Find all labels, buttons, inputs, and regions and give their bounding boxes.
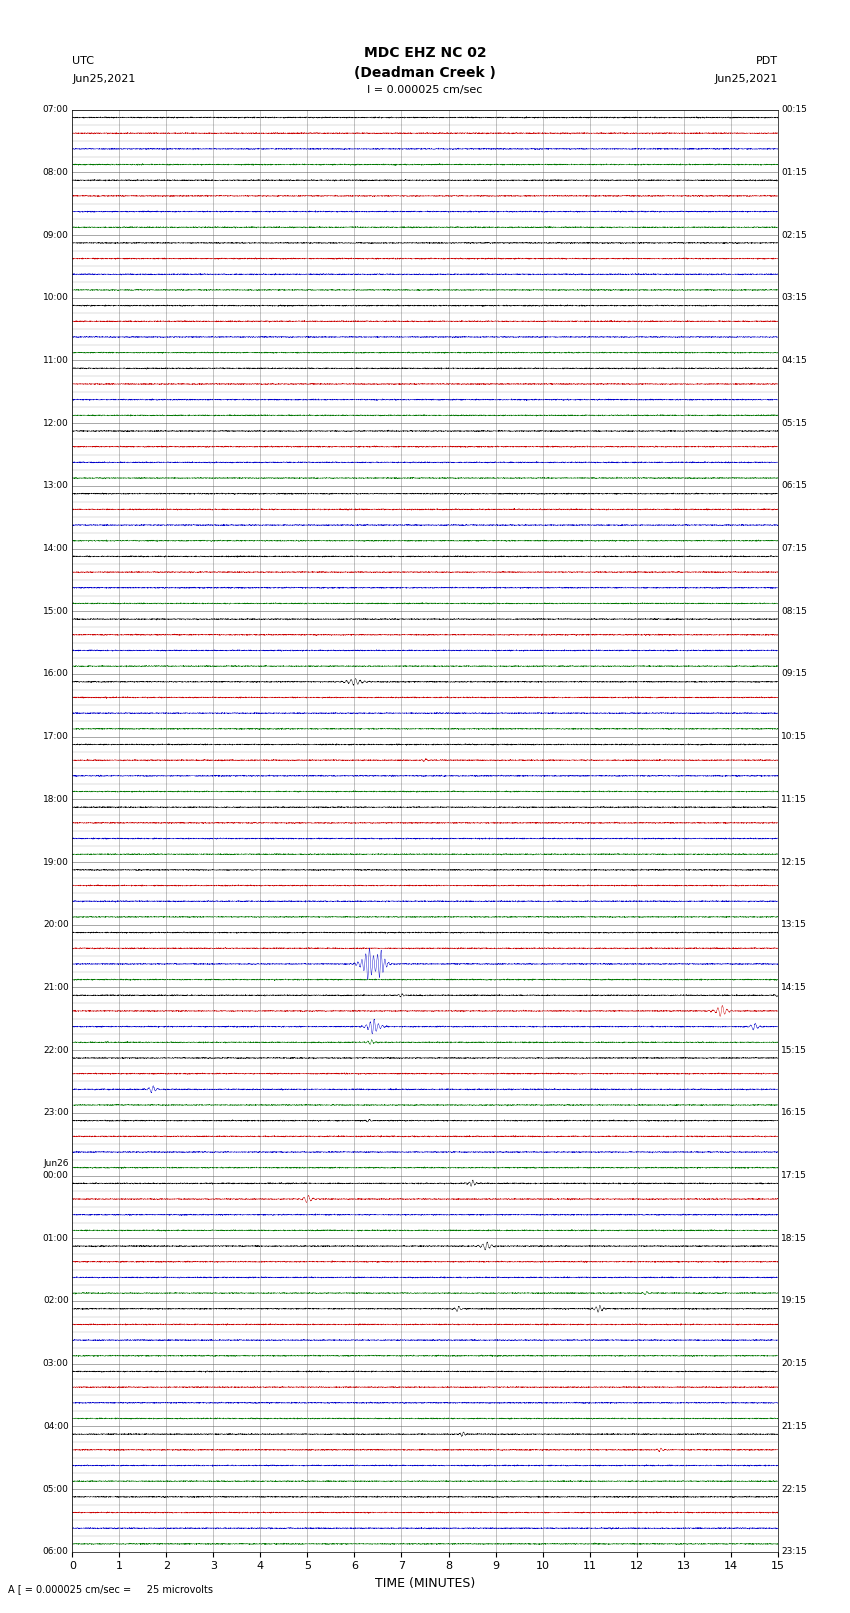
Text: 10:00: 10:00 [42,294,69,302]
Text: 06:15: 06:15 [781,481,807,490]
Text: 18:15: 18:15 [781,1234,807,1242]
Text: 12:00: 12:00 [43,419,69,427]
Text: 08:15: 08:15 [781,606,807,616]
Text: Jun25,2021: Jun25,2021 [72,74,136,84]
Text: 09:00: 09:00 [42,231,69,240]
Text: 05:00: 05:00 [42,1484,69,1494]
Text: 14:15: 14:15 [781,982,807,992]
Text: 19:00: 19:00 [42,858,69,866]
Text: 21:00: 21:00 [43,982,69,992]
Text: 12:15: 12:15 [781,858,807,866]
Text: 16:15: 16:15 [781,1108,807,1118]
Text: I = 0.000025 cm/sec: I = 0.000025 cm/sec [367,85,483,95]
Text: 16:00: 16:00 [42,669,69,679]
Text: 01:15: 01:15 [781,168,807,177]
Text: 15:15: 15:15 [781,1045,807,1055]
Text: 23:15: 23:15 [781,1547,807,1557]
Text: 03:15: 03:15 [781,294,807,302]
Text: 11:00: 11:00 [42,356,69,365]
Text: Jun25,2021: Jun25,2021 [714,74,778,84]
Text: 05:15: 05:15 [781,419,807,427]
X-axis label: TIME (MINUTES): TIME (MINUTES) [375,1578,475,1590]
Text: 08:00: 08:00 [42,168,69,177]
Text: 20:00: 20:00 [43,921,69,929]
Text: 06:00: 06:00 [42,1547,69,1557]
Text: 00:15: 00:15 [781,105,807,115]
Text: 04:00: 04:00 [43,1421,69,1431]
Text: 14:00: 14:00 [43,544,69,553]
Text: 17:15: 17:15 [781,1171,807,1181]
Text: 20:15: 20:15 [781,1360,807,1368]
Text: 13:00: 13:00 [42,481,69,490]
Text: 04:15: 04:15 [781,356,807,365]
Text: 09:15: 09:15 [781,669,807,679]
Text: 19:15: 19:15 [781,1297,807,1305]
Text: 13:15: 13:15 [781,921,807,929]
Text: (Deadman Creek ): (Deadman Creek ) [354,66,496,79]
Text: 15:00: 15:00 [42,606,69,616]
Text: 21:15: 21:15 [781,1421,807,1431]
Text: 22:15: 22:15 [781,1484,807,1494]
Text: 22:00: 22:00 [43,1045,69,1055]
Text: UTC: UTC [72,56,94,66]
Text: 23:00: 23:00 [43,1108,69,1118]
Text: 11:15: 11:15 [781,795,807,803]
Text: 17:00: 17:00 [42,732,69,740]
Text: 02:00: 02:00 [43,1297,69,1305]
Text: 07:00: 07:00 [42,105,69,115]
Text: A [ = 0.000025 cm/sec =     25 microvolts: A [ = 0.000025 cm/sec = 25 microvolts [8,1584,213,1594]
Text: 03:00: 03:00 [42,1360,69,1368]
Text: 02:15: 02:15 [781,231,807,240]
Text: PDT: PDT [756,56,778,66]
Text: 10:15: 10:15 [781,732,807,740]
Text: 01:00: 01:00 [42,1234,69,1242]
Text: 07:15: 07:15 [781,544,807,553]
Text: MDC EHZ NC 02: MDC EHZ NC 02 [364,47,486,60]
Text: Jun26: Jun26 [43,1160,69,1168]
Text: 00:00: 00:00 [42,1171,69,1181]
Text: 18:00: 18:00 [42,795,69,803]
